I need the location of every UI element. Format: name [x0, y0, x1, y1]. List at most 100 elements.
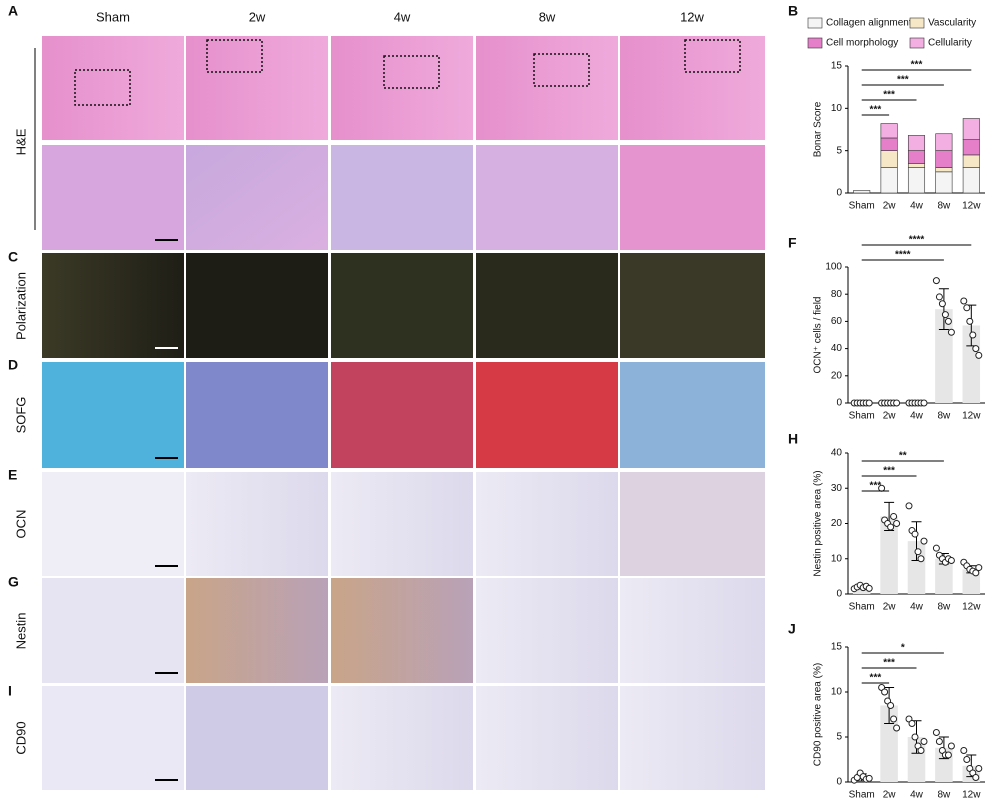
- bar-segment: [880, 150, 898, 168]
- micrograph: [42, 686, 184, 790]
- y-tick-label: 15: [831, 61, 843, 72]
- panel-letter: B: [788, 3, 798, 19]
- data-point: [972, 774, 980, 781]
- y-tick-label: 100: [825, 262, 842, 273]
- y-tick-label: 0: [836, 589, 842, 600]
- panel-letter: H: [788, 431, 798, 447]
- significance-label: ***: [897, 75, 909, 86]
- micrograph: [331, 362, 473, 468]
- significance-label: ***: [883, 90, 895, 101]
- micrograph: [42, 145, 184, 250]
- micrograph: [620, 362, 765, 468]
- panel-letter: I: [8, 683, 12, 699]
- micrograph: [476, 253, 618, 358]
- column-label: 12w: [680, 9, 704, 24]
- micrograph: [476, 472, 618, 576]
- data-point: [893, 724, 901, 732]
- significance-label: ***: [870, 481, 882, 492]
- data-point: [893, 399, 901, 407]
- data-point: [932, 544, 940, 552]
- micrograph: [42, 253, 184, 358]
- bar-segment: [935, 167, 953, 173]
- legend-label: Cellularity: [928, 38, 972, 49]
- x-tick-label: 2w: [883, 201, 897, 212]
- row-label: H&E: [13, 128, 28, 155]
- panel-letter: J: [788, 621, 796, 637]
- significance-label: ***: [911, 60, 923, 71]
- column-label: Sham: [96, 9, 130, 24]
- x-tick-label: 2w: [883, 411, 897, 422]
- bar-segment: [880, 167, 898, 194]
- data-point: [917, 747, 925, 754]
- micrographs: [34, 36, 765, 790]
- data-point: [975, 351, 983, 359]
- error-bar: [938, 288, 949, 331]
- panel-letter: C: [8, 249, 18, 265]
- significance-label: ***: [883, 466, 895, 477]
- micrograph: [42, 578, 184, 683]
- bar: [880, 516, 898, 594]
- column-label: 8w: [539, 9, 556, 24]
- y-tick-label: 10: [831, 103, 843, 114]
- y-tick-label: 60: [831, 316, 843, 327]
- y-tick-label: 0: [836, 398, 842, 409]
- panel-letter: E: [8, 467, 17, 483]
- row-label: CD90: [13, 721, 28, 754]
- panel-letter: A: [8, 3, 18, 19]
- micrograph: [476, 578, 618, 683]
- data-point: [890, 512, 898, 520]
- x-tick-label: 8w: [938, 602, 952, 613]
- panel-letter: G: [8, 574, 19, 590]
- bar-segment: [907, 167, 926, 194]
- micrograph: [620, 686, 765, 790]
- micrograph: [331, 145, 473, 250]
- micrograph: [620, 578, 765, 683]
- legend-label: Vascularity: [928, 18, 976, 29]
- data-point: [893, 520, 901, 527]
- micrograph: [42, 472, 184, 576]
- data-point: [932, 729, 940, 736]
- bar-segment: [962, 167, 980, 194]
- micrograph: [186, 472, 328, 576]
- bar: [935, 558, 953, 594]
- y-tick-label: 5: [836, 145, 842, 156]
- data-point: [917, 555, 925, 563]
- zoom-box: [684, 39, 741, 73]
- row-label: OCN: [13, 510, 28, 539]
- significance-label: **: [899, 451, 907, 462]
- significance-label: ***: [883, 658, 895, 669]
- data-point: [935, 738, 943, 745]
- y-tick-label: 20: [831, 370, 843, 381]
- data-point: [969, 331, 977, 339]
- data-point: [905, 502, 913, 510]
- y-tick-label: 30: [831, 483, 843, 494]
- data-point: [963, 304, 971, 312]
- data-point: [920, 399, 928, 407]
- significance-label: ***: [870, 673, 882, 684]
- y-tick-label: 0: [836, 777, 842, 788]
- y-tick-label: 15: [831, 642, 843, 653]
- data-point: [865, 774, 873, 782]
- bar-segment: [907, 163, 926, 168]
- data-point: [911, 530, 919, 538]
- bar-segment: [880, 123, 898, 139]
- y-axis-label: OCN⁺ cells / field: [813, 297, 824, 374]
- y-tick-label: 40: [831, 448, 843, 459]
- micrograph: [476, 362, 618, 468]
- data-point: [944, 317, 952, 325]
- data-point: [865, 584, 873, 592]
- data-point: [975, 765, 983, 772]
- micrograph: [620, 253, 765, 358]
- significance-label: ****: [895, 250, 911, 261]
- data-point: [887, 523, 895, 531]
- bar-segment: [962, 118, 980, 140]
- legend-label: Cell morphology: [826, 38, 898, 49]
- data-point: [944, 751, 952, 759]
- micrograph: [476, 36, 618, 140]
- data-point: [911, 733, 919, 741]
- x-tick-label: Sham: [849, 201, 875, 212]
- micrograph: [476, 145, 618, 250]
- y-tick-label: 10: [831, 687, 843, 698]
- bar: [907, 541, 926, 594]
- x-tick-label: 2w: [883, 790, 897, 801]
